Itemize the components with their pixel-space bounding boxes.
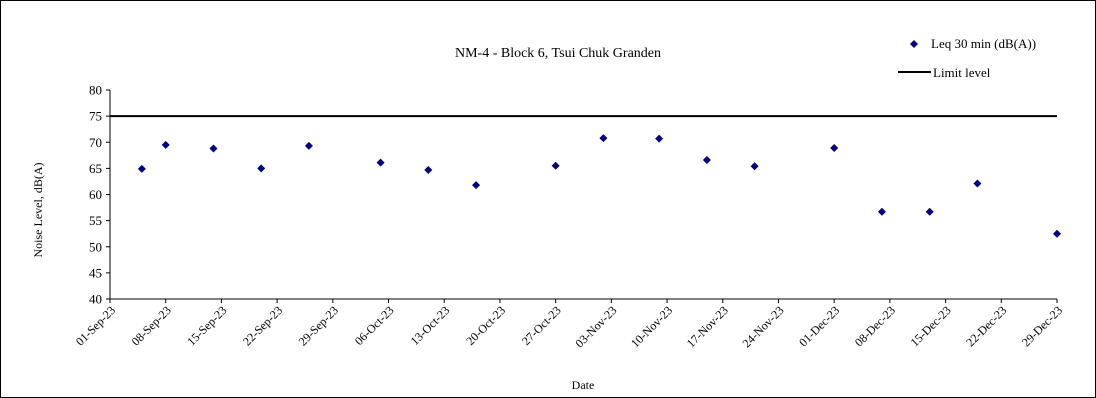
- data-point: [257, 164, 266, 173]
- x-tick-label: 27-Oct-23: [519, 303, 564, 348]
- data-point: [750, 162, 759, 171]
- x-tick-label: 15-Dec-23: [908, 303, 954, 349]
- y-tick-label: 70: [89, 135, 102, 150]
- data-point: [655, 134, 664, 143]
- chart-title: NM-4 - Block 6, Tsui Chuk Granden: [455, 46, 661, 61]
- y-tick-label: 50: [89, 239, 102, 254]
- plot-area: 40 45 50 55 60 65 70 75 80 01-Sep-23 08-Sep-23 15-S…: [73, 83, 1065, 351]
- data-point: [161, 140, 170, 149]
- x-tick-label: 22-Sep-23: [240, 303, 285, 348]
- x-tick-label: 13-Oct-23: [408, 303, 453, 348]
- y-tick-label: 45: [89, 265, 102, 280]
- y-tick-label: 60: [89, 187, 102, 202]
- data-point: [472, 181, 481, 190]
- data-point: [599, 134, 608, 143]
- y-tick-label: 75: [89, 109, 102, 124]
- x-tick-label: 17-Nov-23: [684, 303, 731, 350]
- x-tick-label: 10-Nov-23: [628, 303, 675, 350]
- y-axis-label: Noise Level, dB(A): [31, 163, 45, 258]
- data-point: [424, 165, 433, 174]
- legend-label-limit: Limit level: [933, 65, 991, 80]
- x-tick-label: 01-Dec-23: [796, 303, 842, 349]
- data-point: [137, 164, 146, 173]
- legend-item-leq: Leq 30 min (dB(A)): [910, 36, 1036, 51]
- y-tick-label: 55: [89, 213, 102, 228]
- data-point: [209, 144, 218, 153]
- data-point: [973, 179, 982, 188]
- x-tick-label: 01-Sep-23: [73, 303, 118, 348]
- data-point: [702, 156, 711, 165]
- data-point: [304, 141, 313, 150]
- y-tick-label: 40: [89, 292, 102, 307]
- data-point: [830, 143, 839, 152]
- legend: Leq 30 min (dB(A)) Limit level: [898, 36, 1036, 80]
- x-tick-label: 08-Sep-23: [129, 303, 174, 348]
- x-tick-label: 06-Oct-23: [352, 303, 397, 348]
- data-point: [877, 207, 886, 216]
- x-tick-label: 29-Sep-23: [296, 303, 341, 348]
- x-tick-label: 22-Dec-23: [963, 303, 1009, 349]
- x-tick-label: 24-Nov-23: [739, 303, 786, 350]
- y-tick-label: 80: [89, 83, 102, 98]
- data-point: [925, 207, 934, 216]
- data-point: [1053, 229, 1061, 238]
- data-point: [376, 158, 385, 167]
- y-tick-label: 65: [89, 161, 102, 176]
- x-tick-label: 15-Sep-23: [184, 303, 229, 348]
- x-tick-label: 29-Dec-23: [1019, 303, 1065, 349]
- legend-item-limit: Limit level: [898, 65, 991, 80]
- x-tick-label: 20-Oct-23: [463, 303, 508, 348]
- legend-label-leq: Leq 30 min (dB(A)): [931, 36, 1036, 51]
- x-tick-label: 08-Dec-23: [852, 303, 898, 349]
- data-point: [551, 161, 560, 170]
- x-tick-label: 03-Nov-23: [572, 303, 619, 350]
- x-axis-label: Date: [572, 378, 595, 392]
- legend-marker-diamond: [910, 40, 918, 48]
